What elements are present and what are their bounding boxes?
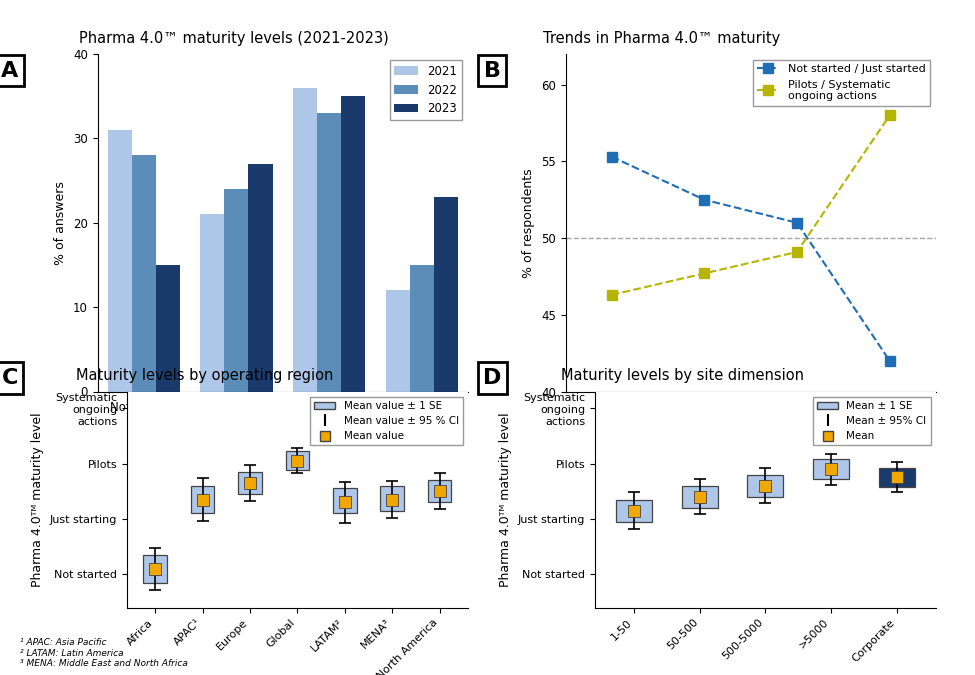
- Text: Maturity levels by site dimension: Maturity levels by site dimension: [561, 369, 803, 383]
- Pilots / Systematic
ongoing actions: [698, 269, 710, 277]
- Bar: [385, 290, 409, 392]
- Y-axis label: Pharma 4.0ᵀᴹ maturity level: Pharma 4.0ᵀᴹ maturity level: [31, 412, 44, 587]
- Bar: [200, 215, 224, 392]
- Bar: [332, 489, 357, 514]
- Bar: [616, 500, 652, 522]
- Bar: [191, 485, 214, 514]
- Bar: [249, 164, 273, 392]
- Not started / Just started: [605, 153, 618, 161]
- Y-axis label: Pharma 4.0ᵀᴹ maturity level: Pharma 4.0ᵀᴹ maturity level: [499, 412, 512, 587]
- Text: ¹ APAC: Asia Pacific
² LATAM: Latin America
³ MENA: Middle East and North Africa: ¹ APAC: Asia Pacific ² LATAM: Latin Amer…: [20, 639, 187, 668]
- Not started / Just started: [698, 196, 710, 204]
- Bar: [410, 265, 434, 392]
- Legend: Mean value ± 1 SE, Mean value ± 95 % CI, Mean value: Mean value ± 1 SE, Mean value ± 95 % CI,…: [310, 397, 463, 446]
- Text: Pharma 4.0™ maturity levels (2021-2023): Pharma 4.0™ maturity levels (2021-2023): [79, 31, 389, 46]
- Legend: 2021, 2022, 2023: 2021, 2022, 2023: [390, 60, 462, 120]
- Pilots / Systematic
ongoing actions: [792, 248, 803, 256]
- Line: Pilots / Systematic
ongoing actions: Pilots / Systematic ongoing actions: [607, 111, 894, 300]
- Not started / Just started: [883, 357, 895, 365]
- Bar: [238, 472, 262, 494]
- Bar: [434, 197, 458, 392]
- Bar: [143, 555, 167, 583]
- Text: Trends in Pharma 4.0™ maturity: Trends in Pharma 4.0™ maturity: [543, 31, 781, 46]
- Bar: [156, 265, 180, 392]
- Y-axis label: % of respondents: % of respondents: [523, 168, 535, 277]
- Bar: [682, 485, 718, 508]
- Text: D: D: [484, 368, 501, 388]
- Bar: [813, 459, 849, 479]
- Y-axis label: % of answers: % of answers: [55, 181, 67, 265]
- Text: B: B: [484, 61, 501, 81]
- Bar: [132, 155, 156, 392]
- Bar: [107, 130, 132, 392]
- Bar: [428, 480, 451, 502]
- Bar: [224, 189, 249, 392]
- Bar: [878, 468, 915, 487]
- Not started / Just started: [792, 219, 803, 227]
- Text: Maturity levels by operating region: Maturity levels by operating region: [76, 369, 332, 383]
- Bar: [286, 452, 309, 470]
- Bar: [747, 475, 784, 497]
- Pilots / Systematic
ongoing actions: [605, 291, 618, 299]
- Line: Not started / Just started: Not started / Just started: [607, 152, 894, 366]
- Bar: [380, 485, 404, 510]
- Legend: Mean ± 1 SE, Mean ± 95% CI, Mean: Mean ± 1 SE, Mean ± 95% CI, Mean: [813, 397, 931, 446]
- Bar: [292, 88, 317, 391]
- Text: C: C: [2, 368, 18, 388]
- Legend: Not started / Just started, Pilots / Systematic
ongoing actions: Not started / Just started, Pilots / Sys…: [753, 59, 930, 105]
- Text: A: A: [1, 61, 19, 81]
- Bar: [317, 113, 341, 392]
- Pilots / Systematic
ongoing actions: [883, 111, 895, 119]
- Bar: [341, 97, 366, 391]
